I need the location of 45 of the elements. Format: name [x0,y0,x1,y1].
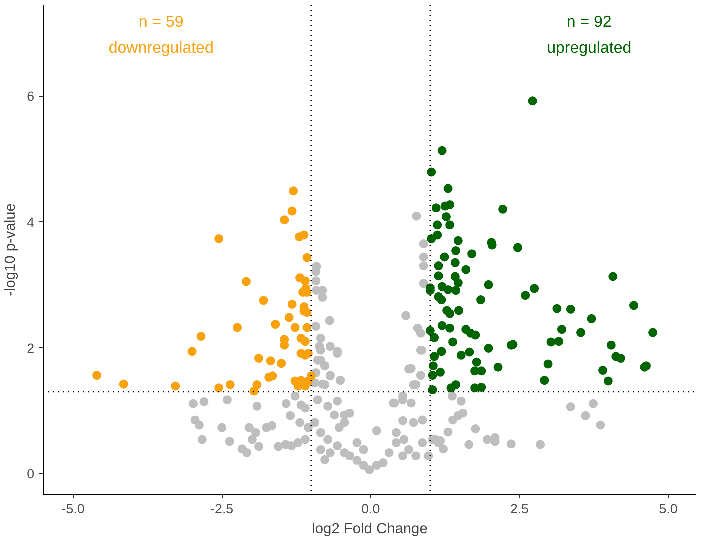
point [188,347,197,356]
point [277,359,286,368]
point [302,323,312,332]
point [290,323,300,332]
x-tick-label: 2.5 [510,502,529,516]
point [250,386,259,396]
annotation: downregulated [108,40,214,57]
x-tick-label: -2.5 [210,502,234,516]
point [288,206,297,216]
x-tick-label: 0.0 [362,502,380,516]
point [288,300,297,309]
point [266,356,276,366]
x-tick-label: -5.0 [62,502,85,516]
y-tick-label: 0 [27,466,35,482]
point [302,253,312,262]
x-axis-title: log2 Fold Change [312,522,428,538]
point [300,337,310,346]
point [300,276,310,286]
point [300,230,309,240]
point [254,354,264,364]
point [259,296,268,306]
point [306,372,316,381]
point [284,313,294,322]
y-tick-label: 6 [27,89,35,104]
point [214,234,224,244]
point [196,332,206,342]
annotation: upregulated [547,40,632,57]
y-tick-label: 4 [27,214,36,230]
annotation: n = 59 [138,14,184,31]
point [271,320,280,330]
point [302,308,312,318]
point [233,323,242,332]
annotation: n = 92 [566,14,612,31]
y-tick-label: 2 [27,340,35,356]
point [119,380,128,389]
point [226,380,235,390]
point [171,382,180,391]
point [92,371,102,380]
point [289,186,298,196]
x-tick-label: 5.0 [659,502,678,516]
point [242,277,251,286]
point [304,349,313,358]
point [214,384,224,393]
point [280,216,290,225]
y-axis-title: -log10 p-value [3,204,20,296]
